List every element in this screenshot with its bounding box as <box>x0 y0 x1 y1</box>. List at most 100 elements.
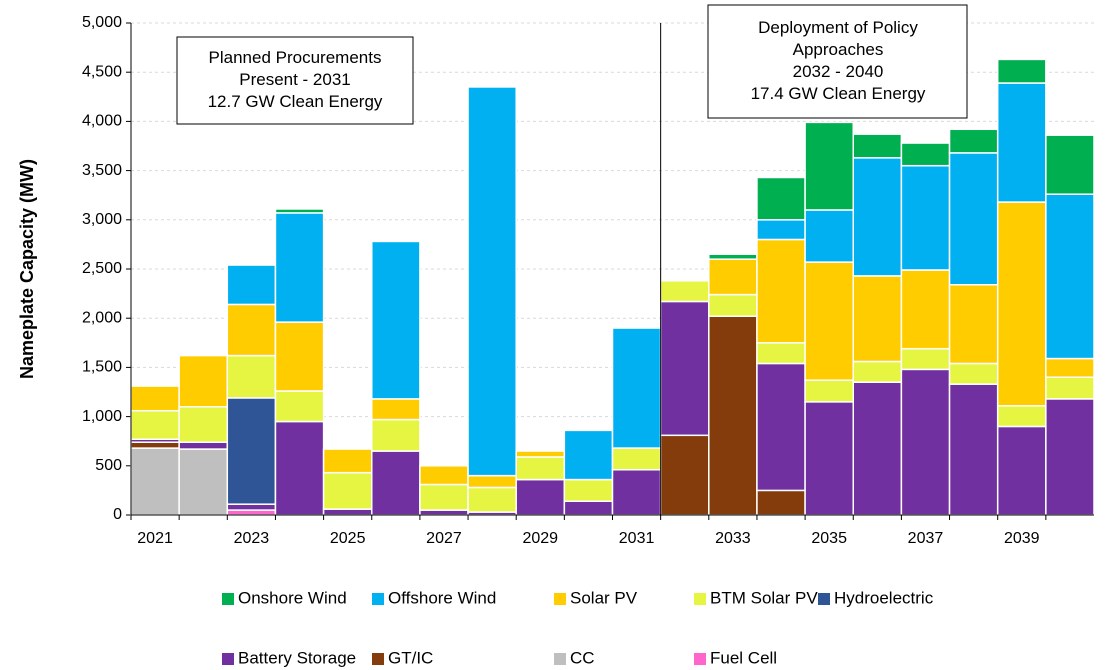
bar-segment <box>852 381 903 516</box>
legend-label: CC <box>570 648 595 667</box>
bar-segment <box>226 503 277 511</box>
bar-segment <box>130 441 180 449</box>
bar-segment <box>611 468 662 516</box>
annotation-box <box>707 4 968 119</box>
bar-segment <box>371 418 421 452</box>
x-tick-label: 2023 <box>234 530 270 547</box>
legend-swatch <box>694 593 706 605</box>
legend-swatch <box>222 653 234 665</box>
bar-segment <box>467 474 517 489</box>
legend-swatch <box>694 653 706 665</box>
x-tick-label: 2027 <box>426 530 462 547</box>
bar-segment <box>659 300 710 437</box>
bar-segment <box>756 362 806 492</box>
bar-segment <box>948 128 999 154</box>
bar-segment <box>178 448 229 516</box>
bar-segment <box>756 342 806 365</box>
bar-segment <box>226 303 277 357</box>
annotation-text: Approaches <box>793 40 884 59</box>
bar-segment <box>708 253 758 260</box>
bar-segment <box>130 385 180 412</box>
x-tick-label: 2021 <box>137 530 173 547</box>
x-tick-label: 2033 <box>715 530 751 547</box>
bar-segment <box>467 486 517 513</box>
x-tick-label: 2029 <box>522 530 558 547</box>
bar-segment <box>274 390 325 423</box>
legend-label: GT/IC <box>388 648 433 667</box>
bar-segment <box>371 240 421 400</box>
bar-segment <box>274 420 325 516</box>
y-tick-label: 2,000 <box>82 309 122 326</box>
bar-segment <box>419 465 469 486</box>
bar-segment <box>274 208 325 214</box>
legend-swatch <box>372 653 384 665</box>
bar-segment <box>515 456 566 481</box>
bar-segment <box>852 133 903 159</box>
bar-segment <box>563 429 614 481</box>
legend-label: Solar PV <box>570 588 638 607</box>
legend-swatch <box>554 593 566 605</box>
bar-segment <box>852 275 903 363</box>
bar-segment <box>852 157 903 277</box>
bar-segment <box>996 82 1047 203</box>
bar-segment <box>756 238 806 344</box>
x-tick-label: 2039 <box>1004 530 1040 547</box>
bar-segment <box>274 212 325 323</box>
bar-segment <box>852 360 903 383</box>
y-tick-label: 5,000 <box>82 14 122 31</box>
bar-segment <box>900 368 951 516</box>
legend-label: Fuel Cell <box>710 648 777 667</box>
y-tick-label: 1,000 <box>82 408 122 425</box>
bar-segment <box>515 478 566 516</box>
annotation-text: Deployment of Policy <box>758 18 918 37</box>
bar-segment <box>900 164 951 271</box>
legend-swatch <box>222 593 234 605</box>
bar-segment <box>563 478 614 502</box>
bar-segment <box>226 354 277 399</box>
y-tick-label: 3,000 <box>82 211 122 228</box>
bar-segment <box>226 264 277 306</box>
y-tick-label: 4,000 <box>82 113 122 130</box>
bar-segment <box>1045 193 1095 360</box>
annotation-text: Present - 2031 <box>239 70 351 89</box>
y-tick-label: 4,500 <box>82 63 122 80</box>
bar-segment <box>948 152 999 286</box>
bar-segment <box>756 219 806 241</box>
bar-segment <box>130 409 180 440</box>
legend-swatch <box>554 653 566 665</box>
bar-segment <box>996 201 1047 407</box>
bar-segment <box>948 283 999 365</box>
bar-segment <box>900 269 951 350</box>
y-tick-label: 0 <box>113 506 122 523</box>
bar-segment <box>178 354 229 408</box>
bar-segment <box>611 327 662 449</box>
annotation-text: Planned Procurements <box>209 48 382 67</box>
bar-segment <box>804 261 854 381</box>
bar-segment <box>659 280 710 303</box>
y-tick-label: 2,500 <box>82 260 122 277</box>
bar-segment <box>1045 357 1095 378</box>
bar-segment <box>996 405 1047 428</box>
bar-segment <box>948 383 999 516</box>
legend-swatch <box>818 593 830 605</box>
legend-label: Onshore Wind <box>238 588 347 607</box>
bar-segment <box>371 450 421 516</box>
bar-segment <box>948 362 999 385</box>
annotation-text: 12.7 GW Clean Energy <box>208 92 383 111</box>
bar-segment <box>804 121 854 211</box>
bar-segment <box>804 401 854 516</box>
bar-segment <box>322 448 373 474</box>
bar-segment <box>563 500 614 516</box>
legend-label: Hydroelectric <box>834 588 934 607</box>
legend-swatch <box>372 593 384 605</box>
legend-label: Battery Storage <box>238 648 356 667</box>
x-tick-label: 2025 <box>330 530 366 547</box>
legend-label: BTM Solar PV <box>710 588 818 607</box>
bar-segment <box>804 209 854 263</box>
bar-segment <box>322 471 373 510</box>
bar-segment <box>996 425 1047 516</box>
bar-segment <box>804 379 854 403</box>
bar-segment <box>708 315 758 516</box>
bar-segment <box>515 450 566 458</box>
